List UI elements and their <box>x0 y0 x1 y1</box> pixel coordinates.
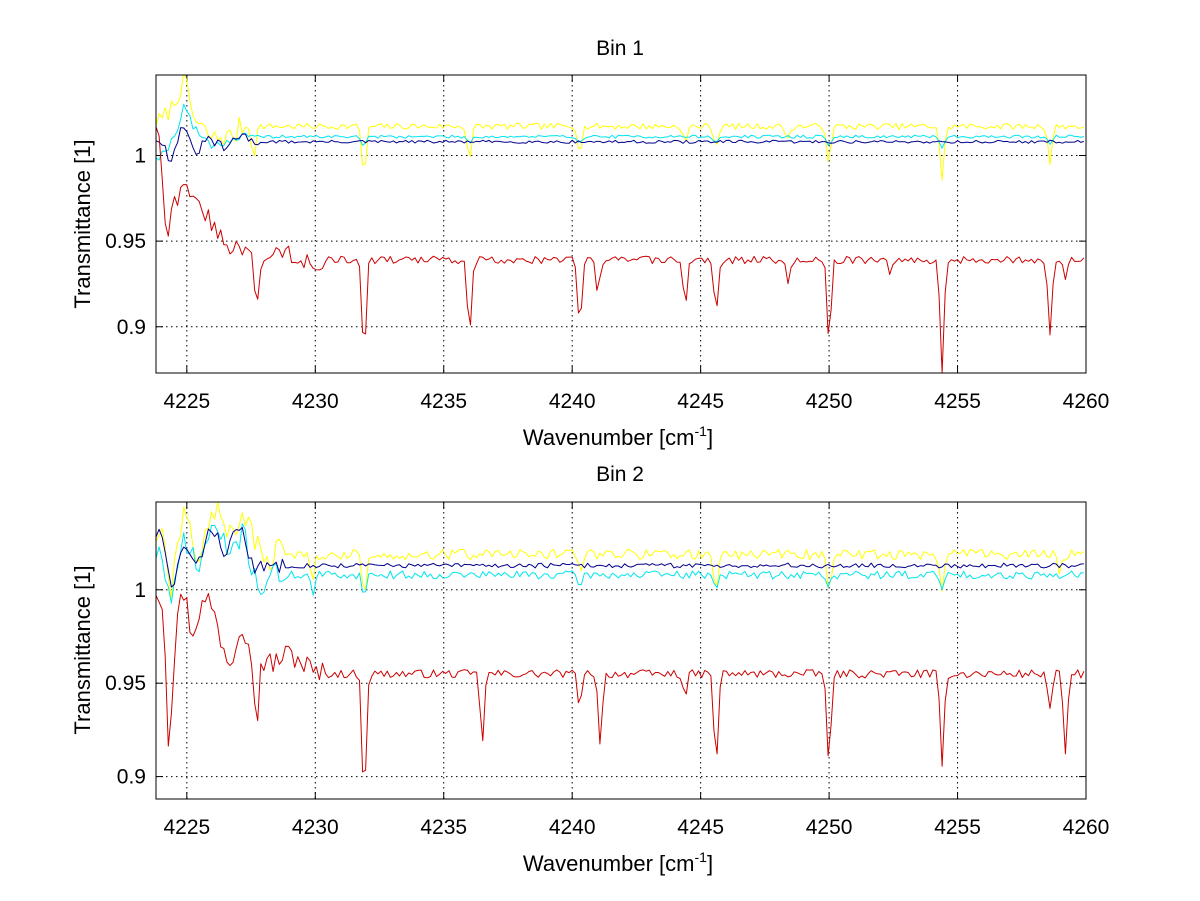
x-tick-labels: 4225 4230 4235 4240 4245 4250 4255 4260 <box>163 816 1109 839</box>
series-line-1 <box>156 502 1085 599</box>
x-tick-label: 4260 <box>1063 390 1110 413</box>
y-tick-labels: 0.9 0.95 1 <box>105 579 146 789</box>
chart-bin-1: Bin 1 4225 4230 4235 4240 4245 4250 4255 4260 0… <box>70 37 1109 450</box>
x-axis-label-text: Wavenumber [cm <box>523 425 695 450</box>
y-tick-label: 0.95 <box>105 672 146 695</box>
y-axis-label: Transmittance [1] <box>70 139 95 308</box>
x-tick-label: 4260 <box>1063 816 1110 839</box>
x-axis-label-end: ] <box>707 425 713 450</box>
series-line-3 <box>156 527 1084 588</box>
series-line-2 <box>156 523 1084 604</box>
chart-title: Bin 1 <box>596 37 644 60</box>
x-tick-label: 4245 <box>677 816 724 839</box>
x-tick-label: 4225 <box>163 816 210 839</box>
grid-lines <box>156 502 1087 799</box>
x-tick-label: 4250 <box>806 816 853 839</box>
x-axis-label-text: Wavenumber [cm <box>523 851 695 876</box>
x-tick-label: 4240 <box>549 390 596 413</box>
series-line-4 <box>156 593 1085 773</box>
series-line-4 <box>156 126 1085 373</box>
x-axis-label-end: ] <box>707 851 713 876</box>
plot-lines <box>156 75 1085 373</box>
y-tick-label: 0.95 <box>105 230 146 253</box>
plot-frame <box>155 74 1087 374</box>
y-axis-label: Transmittance [1] <box>70 565 95 734</box>
x-tick-label: 4255 <box>934 816 981 839</box>
x-tick-label: 4235 <box>420 816 467 839</box>
x-axis-label: Wavenumber [cm-1] <box>523 423 713 450</box>
y-tick-label: 0.9 <box>117 766 146 789</box>
plot-lines <box>156 502 1085 773</box>
chart-bin-2: Bin 2 4225 4230 4235 4240 4245 4250 4255 4260 0… <box>70 463 1109 876</box>
series-line-3 <box>156 127 1085 162</box>
x-tick-label: 4230 <box>292 816 339 839</box>
series-line-1 <box>156 75 1085 181</box>
x-tick-label: 4235 <box>420 390 467 413</box>
grid-lines <box>156 75 1087 373</box>
chart-title: Bin 2 <box>596 463 644 486</box>
x-axis-label-superscript: -1 <box>695 423 708 439</box>
x-tick-label: 4240 <box>549 816 596 839</box>
x-tick-label: 4245 <box>677 390 724 413</box>
series-line-2 <box>156 103 1085 161</box>
y-tick-label: 1 <box>134 144 146 167</box>
x-tick-label: 4250 <box>806 390 853 413</box>
y-tick-label: 0.9 <box>117 316 146 339</box>
x-axis-label: Wavenumber [cm-1] <box>523 849 713 876</box>
y-tick-label: 1 <box>134 579 146 602</box>
x-tick-label: 4230 <box>292 390 339 413</box>
x-axis-label-superscript: -1 <box>695 849 708 865</box>
x-tick-labels: 4225 4230 4235 4240 4245 4250 4255 4260 <box>163 390 1109 413</box>
x-tick-label: 4225 <box>163 390 210 413</box>
plot-frame <box>155 501 1087 800</box>
x-tick-label: 4255 <box>934 390 981 413</box>
y-tick-labels: 0.9 0.95 1 <box>105 144 146 338</box>
